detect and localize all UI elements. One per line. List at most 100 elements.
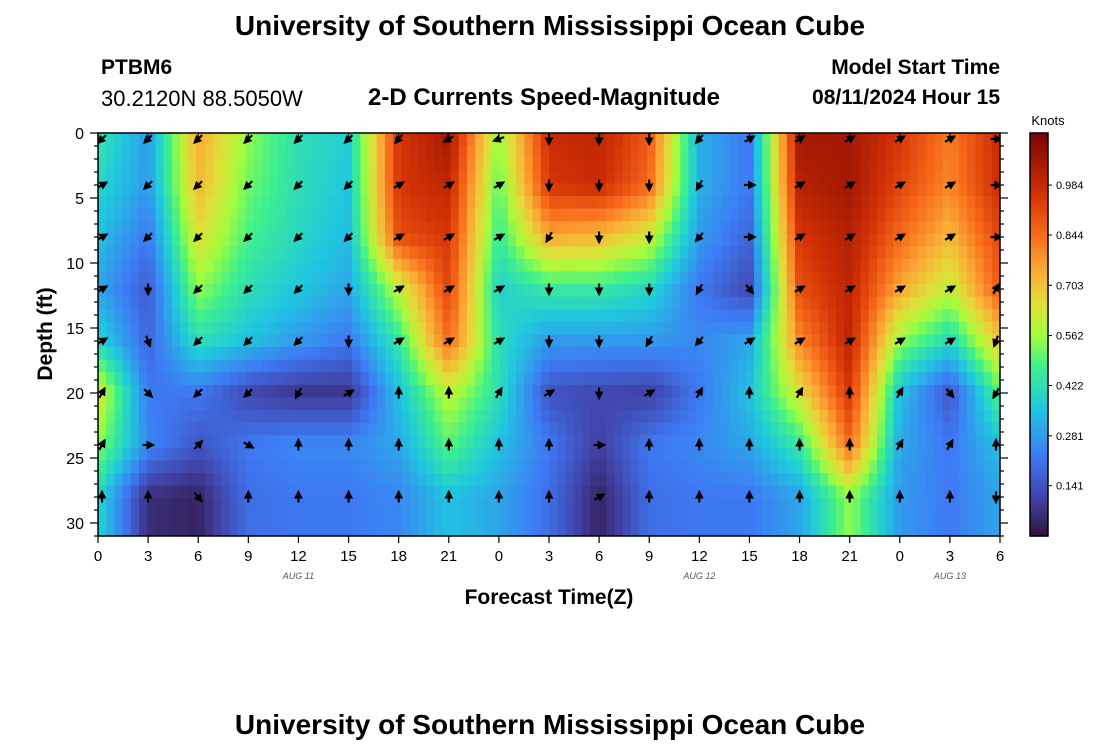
colorbar-segment	[1030, 324, 1048, 329]
heatmap-cell	[754, 372, 763, 386]
heatmap-cell	[934, 183, 944, 197]
heatmap-cell	[598, 460, 607, 474]
heatmap-cell	[171, 384, 181, 399]
heatmap-cell	[180, 510, 189, 524]
heatmap-cell	[385, 347, 394, 361]
heatmap-cell	[499, 498, 509, 512]
heatmap-cell	[803, 334, 812, 348]
heatmap-cell	[532, 208, 542, 222]
heatmap-cell	[352, 133, 361, 147]
heatmap-cell	[868, 321, 878, 336]
heatmap-cell	[631, 321, 640, 336]
heatmap-cell	[188, 133, 197, 147]
heatmap-cell	[434, 133, 443, 147]
heatmap-cell	[499, 183, 509, 197]
heatmap-cell	[836, 271, 845, 285]
heatmap-cell	[950, 422, 960, 436]
heatmap-cell	[467, 233, 476, 247]
current-arrow	[493, 337, 506, 346]
heatmap-cell	[852, 460, 862, 474]
heatmap-cell	[754, 485, 763, 499]
heatmap-cell	[130, 195, 140, 210]
heatmap-cell	[401, 473, 411, 487]
heatmap-cell	[204, 485, 214, 499]
heatmap-cell	[967, 347, 976, 361]
colorbar-segment	[1030, 485, 1048, 490]
heatmap-cell	[901, 309, 911, 323]
heatmap-cell	[229, 460, 238, 474]
heatmap-cell	[532, 183, 542, 197]
current-arrow	[193, 336, 203, 347]
heatmap-cell	[376, 473, 386, 487]
heatmap-cell	[327, 309, 337, 323]
heatmap-cell	[991, 510, 1000, 524]
heatmap-cell	[147, 460, 156, 474]
heatmap-cell	[680, 485, 689, 499]
heatmap-cell	[885, 309, 894, 323]
heatmap-cell	[713, 435, 722, 449]
heatmap-cell	[270, 523, 279, 536]
heatmap-cell	[745, 410, 755, 424]
heatmap-cell	[286, 158, 296, 172]
heatmap-cell	[737, 183, 747, 197]
heatmap-cell	[918, 145, 927, 159]
heatmap-cell	[606, 145, 616, 159]
heatmap-cell	[426, 246, 435, 260]
heatmap-cell	[631, 195, 640, 210]
heatmap-cell	[335, 296, 345, 310]
heatmap-cell	[319, 422, 329, 436]
heatmap-cell	[458, 145, 468, 159]
heatmap-cell	[565, 133, 575, 147]
heatmap-cell	[409, 359, 419, 373]
heatmap-cell	[860, 485, 870, 499]
heatmap-cell	[852, 296, 862, 310]
heatmap-cell	[171, 208, 181, 222]
heatmap-cell	[934, 246, 944, 260]
heatmap-cell	[688, 170, 698, 184]
heatmap-cell	[155, 359, 165, 373]
current-arrow	[895, 438, 904, 451]
heatmap-cell	[688, 334, 698, 348]
heatmap-cell	[688, 258, 698, 273]
heatmap-cell	[803, 498, 812, 512]
heatmap-cell	[803, 510, 812, 524]
heatmap-cell	[376, 284, 386, 298]
heatmap-cell	[417, 460, 427, 474]
heatmap-cell	[959, 258, 968, 273]
heatmap-cell	[376, 170, 386, 184]
heatmap-cell	[221, 195, 230, 210]
heatmap-cell	[385, 258, 394, 273]
heatmap-cell	[344, 258, 353, 273]
heatmap-cell	[180, 397, 189, 411]
heatmap-cell	[319, 170, 329, 184]
heatmap-cell	[409, 510, 419, 524]
heatmap-cell	[655, 410, 665, 424]
heatmap-cell	[286, 246, 296, 260]
heatmap-cell	[811, 447, 821, 462]
heatmap-cell	[442, 473, 452, 487]
heatmap-cell	[655, 359, 665, 373]
heatmap-cell	[221, 309, 230, 323]
heatmap-cell	[713, 246, 722, 260]
heatmap-cell	[983, 523, 993, 536]
heatmap-cell	[508, 460, 517, 474]
heatmap-cell	[647, 170, 657, 184]
heatmap-cell	[860, 460, 870, 474]
heatmap-cell	[188, 296, 197, 310]
heatmap-cell	[590, 410, 599, 424]
heatmap-cell	[942, 221, 952, 235]
heatmap-cell	[130, 284, 140, 298]
heatmap-cell	[409, 523, 419, 536]
heatmap-cell	[688, 498, 698, 512]
heatmap-cell	[294, 347, 304, 361]
heatmap-cell	[245, 347, 255, 361]
heatmap-cell	[737, 523, 747, 536]
heatmap-cell	[499, 321, 509, 336]
heatmap-cell	[163, 334, 173, 348]
heatmap-cell	[344, 309, 353, 323]
heatmap-cell	[368, 183, 378, 197]
heatmap-cell	[426, 523, 435, 536]
heatmap-cell	[770, 384, 780, 399]
heatmap-cell	[270, 485, 279, 499]
heatmap-cell	[508, 485, 517, 499]
